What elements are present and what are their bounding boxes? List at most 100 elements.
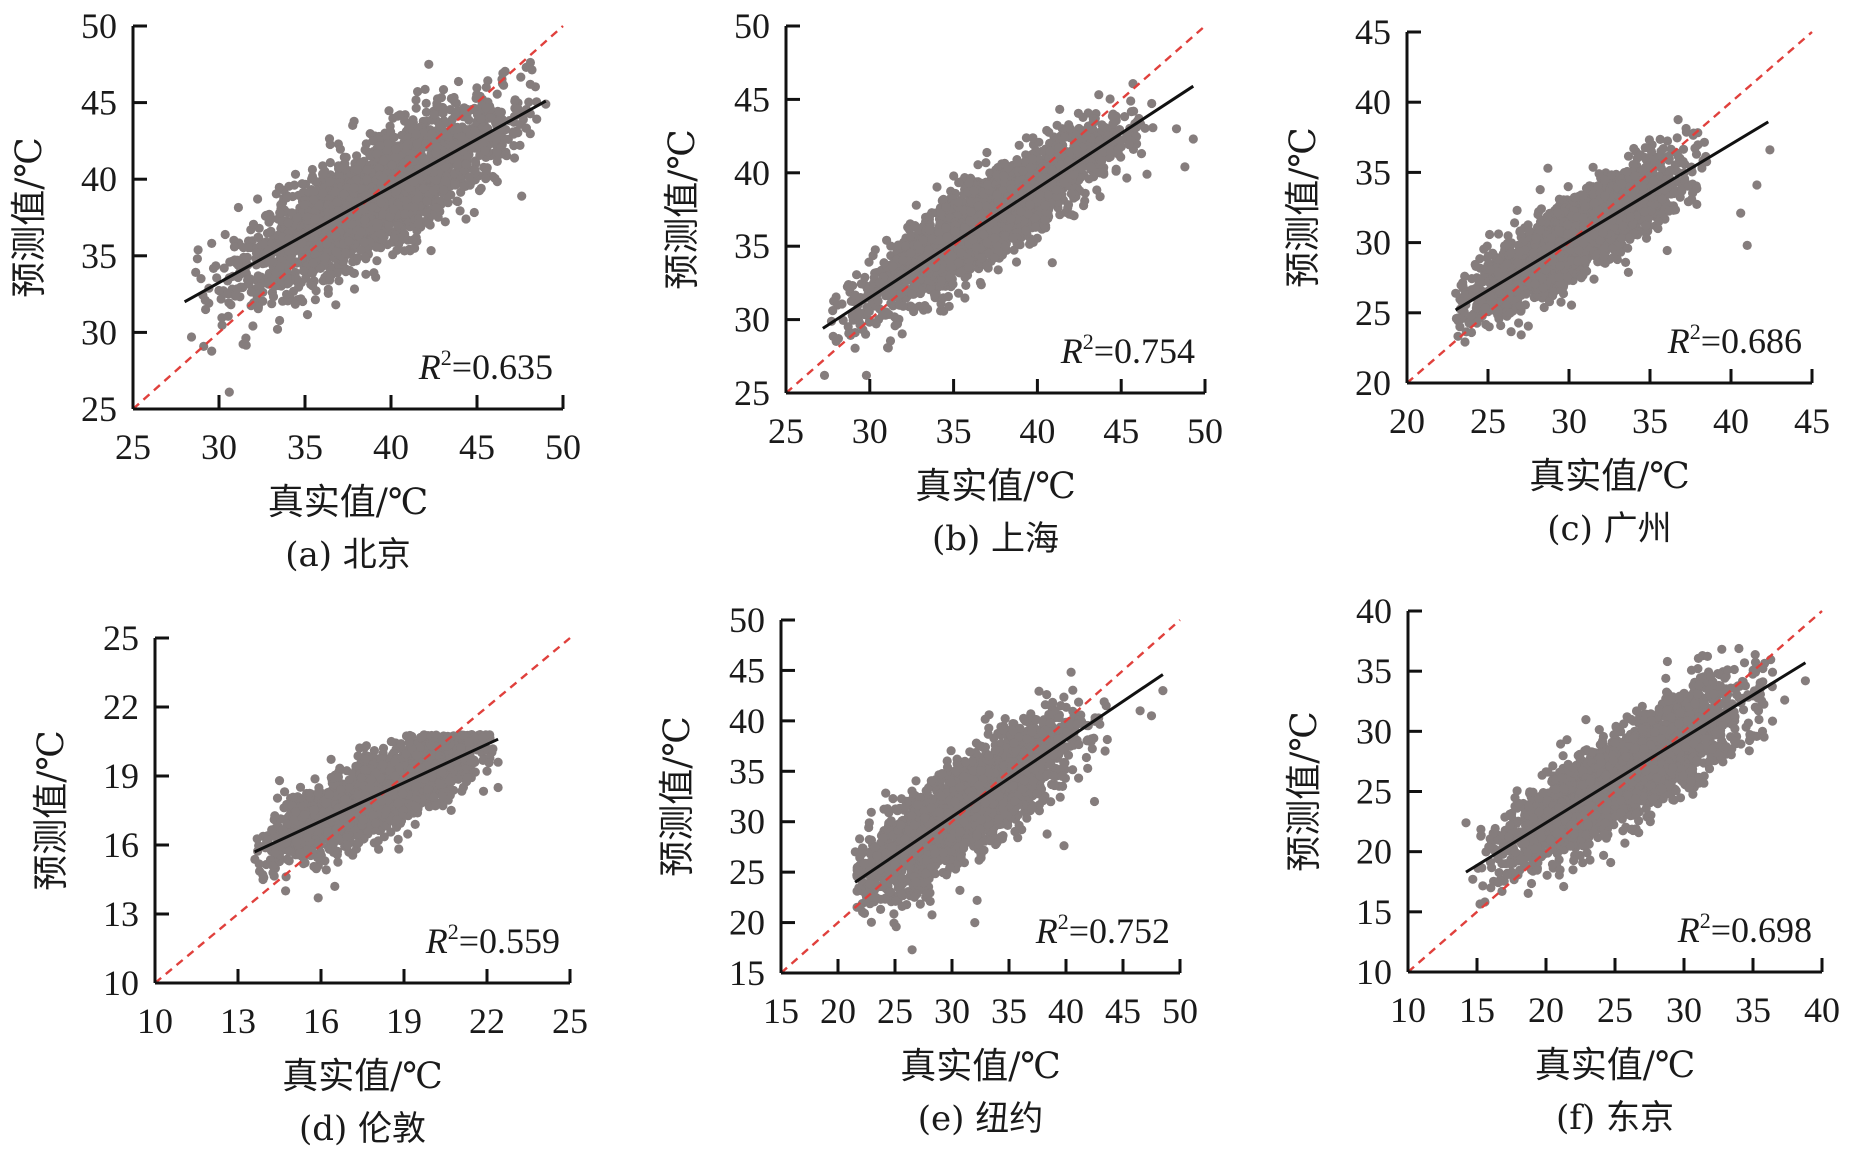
panel-caption: (a) 北京 [285, 535, 411, 575]
data-point [890, 321, 900, 331]
data-point [208, 263, 219, 273]
data-point [254, 282, 264, 292]
data-point [268, 292, 279, 302]
data-point [334, 162, 345, 173]
data-point [870, 245, 880, 255]
data-point [251, 248, 262, 258]
data-point [216, 294, 226, 304]
data-point [420, 155, 430, 165]
data-point [1052, 120, 1062, 130]
data-point [448, 139, 458, 150]
data-point [453, 196, 463, 207]
data-point [421, 107, 431, 117]
data-point [241, 333, 251, 343]
data-point [196, 274, 206, 284]
data-point [248, 321, 258, 331]
data-point [318, 169, 328, 179]
data-point [470, 165, 480, 175]
data-point [923, 304, 933, 314]
data-point [331, 300, 341, 310]
data-point [1126, 96, 1136, 106]
r-squared-value: =0.635 [452, 347, 553, 387]
data-point [481, 103, 491, 113]
data-point [435, 120, 445, 130]
data-point [910, 221, 920, 231]
data-point [332, 197, 342, 207]
data-point [330, 187, 340, 197]
data-point [307, 267, 317, 277]
data-point [219, 263, 229, 273]
data-point [232, 284, 242, 294]
data-point [455, 206, 465, 216]
data-point [492, 89, 502, 99]
x-tick-label: 25 [115, 427, 151, 467]
data-point [464, 115, 474, 125]
data-point [1020, 225, 1031, 236]
data-point [1055, 104, 1065, 114]
data-point [424, 219, 434, 229]
data-point [375, 141, 385, 151]
data-point [292, 213, 302, 223]
data-point [411, 103, 421, 113]
data-point [391, 144, 401, 154]
data-point [267, 299, 277, 309]
data-point [877, 310, 888, 320]
data-point [451, 98, 461, 108]
data-point [222, 289, 233, 299]
data-point [323, 284, 333, 294]
data-point [474, 186, 485, 196]
data-point [389, 132, 399, 142]
data-point [384, 220, 394, 230]
data-point [325, 158, 335, 168]
data-point [1142, 169, 1152, 179]
data-point [220, 229, 230, 240]
data-point [298, 266, 309, 276]
data-point [509, 153, 520, 163]
data-point [509, 141, 519, 151]
data-point [873, 296, 883, 306]
outlier-point [424, 59, 434, 69]
data-point [275, 208, 285, 218]
data-point [412, 139, 422, 149]
data-point [440, 217, 450, 227]
data-point [310, 214, 320, 224]
data-point [1047, 258, 1057, 268]
data-point [476, 114, 486, 124]
data-point [212, 273, 222, 283]
data-point [906, 302, 917, 313]
data-point [883, 343, 893, 353]
data-point [993, 265, 1003, 275]
data-point [1148, 123, 1158, 133]
data-point [335, 144, 345, 154]
outlier-point [224, 387, 234, 397]
y-tick-label: 35 [81, 236, 117, 276]
data-point [229, 242, 239, 252]
data-point [349, 284, 360, 294]
data-point [938, 194, 949, 204]
data-point [297, 179, 307, 189]
data-point [271, 189, 281, 199]
data-point [1065, 123, 1075, 134]
data-point [1031, 222, 1041, 232]
data-point [392, 245, 402, 255]
data-point [981, 158, 991, 168]
data-point [1063, 200, 1074, 210]
data-point [944, 301, 954, 311]
data-point [248, 219, 259, 229]
data-point [428, 185, 438, 196]
data-point [376, 198, 386, 208]
data-point [253, 271, 263, 281]
data-point [264, 257, 275, 267]
data-point [389, 233, 399, 243]
data-point [362, 174, 372, 185]
data-point [302, 310, 313, 320]
data-point [1105, 94, 1115, 104]
data-point [453, 76, 464, 87]
superscript-2: 2 [441, 345, 452, 370]
data-point [371, 149, 381, 159]
data-point [418, 183, 429, 194]
data-point [1073, 108, 1083, 118]
data-point [192, 254, 202, 264]
